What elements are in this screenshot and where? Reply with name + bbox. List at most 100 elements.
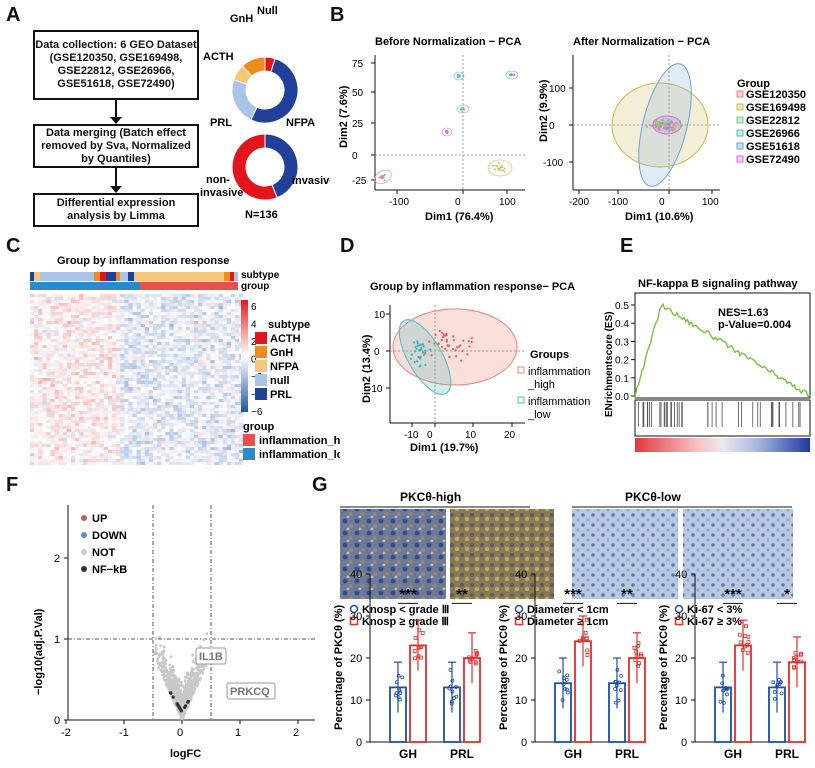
pca-point xyxy=(662,119,665,122)
track-label-subtype: subtype xyxy=(241,270,280,281)
pca-point xyxy=(667,119,670,122)
bar-legend-item: Knosp < grade Ⅲ xyxy=(362,604,449,616)
volcano-point xyxy=(197,664,200,668)
pca-d-point xyxy=(419,343,423,346)
n-label: N=136 xyxy=(245,209,278,221)
colorbar-tick: 6 xyxy=(251,302,257,313)
pca-point xyxy=(496,165,499,167)
pca-d-point xyxy=(416,342,419,345)
pca-point xyxy=(670,121,673,124)
pca-point xyxy=(670,120,673,123)
donut-label-prl: PRL xyxy=(210,117,232,129)
pca-point xyxy=(500,169,502,172)
subtype-track-cell xyxy=(224,272,230,281)
volcano-point xyxy=(190,675,194,678)
volcano-point xyxy=(158,635,162,639)
pca-d-point xyxy=(421,343,424,346)
volcano-point xyxy=(191,673,195,676)
pca-d-point xyxy=(470,340,473,343)
subtype-track-cell xyxy=(100,272,106,281)
pca-point xyxy=(657,122,660,125)
volcano-point xyxy=(167,683,171,686)
gsea-ylabel: ENrichmentscore (ES) xyxy=(604,311,615,417)
pca-point xyxy=(663,122,666,125)
pca-after-xlabel: Dim1 (10.6%) xyxy=(625,211,694,223)
volcano-point xyxy=(176,708,179,712)
volcano-point xyxy=(195,666,198,670)
volcano-point xyxy=(167,680,170,684)
panel-e-gsea: NF-kappa B signaling pathway 0.5 0.4 0.3 0.… xyxy=(604,278,811,452)
volcano-point xyxy=(172,675,176,678)
pca-point xyxy=(671,129,674,132)
pca-d-point xyxy=(413,361,416,364)
volcano-point xyxy=(159,668,163,672)
pca-d-point xyxy=(452,339,455,342)
pca-d-point xyxy=(422,353,426,356)
pca-d-xtick: -10 xyxy=(404,430,419,441)
group-legend-item: inflammation_high xyxy=(259,435,340,447)
gsea-ytick: 0.2 xyxy=(615,356,629,367)
volcano-point xyxy=(162,661,166,665)
pca-point xyxy=(446,129,449,132)
pca-d-legend-high-1: inflammation xyxy=(528,366,590,378)
pca-point xyxy=(655,125,658,128)
volcano-legend-item: UP xyxy=(92,513,107,525)
pca-d-point xyxy=(421,351,425,354)
bar-ytick: 40 xyxy=(350,569,362,581)
volcano-ytick: 1 xyxy=(54,634,60,646)
subtype-legend-item: NFPA xyxy=(270,361,299,373)
volcano-point xyxy=(191,653,195,657)
pca-d-point xyxy=(460,359,463,362)
pca-d-legend-title: Groups xyxy=(530,349,569,361)
volcano-point xyxy=(172,678,175,681)
pca-after-title: After Normalization − PCA xyxy=(573,36,710,48)
subtype-track-cell xyxy=(116,272,120,281)
subtype-legend-item: null xyxy=(270,375,290,387)
pca-point xyxy=(382,176,385,179)
volcano-point xyxy=(181,713,185,717)
pca-d-point xyxy=(424,351,427,355)
volcano-point xyxy=(189,693,193,697)
pca-d-point xyxy=(470,336,473,340)
volcano-xtick: -1 xyxy=(119,727,129,739)
pca-d-point xyxy=(445,332,448,336)
subtype-track-cell xyxy=(40,272,76,281)
pca-d-point xyxy=(457,345,461,348)
volcano-point xyxy=(166,677,170,680)
bar-legend-item: Diameter < 1cm xyxy=(527,604,609,616)
pca-point xyxy=(379,176,382,178)
colorbar-tick: 0 xyxy=(251,355,257,366)
pca-d-legend-low-1: inflammation xyxy=(528,396,590,408)
volcano-point xyxy=(157,654,161,658)
subtype-donut xyxy=(231,56,299,124)
volcano-point xyxy=(170,670,174,674)
bar-ytick: 20 xyxy=(350,653,362,665)
pca-point xyxy=(662,122,665,125)
pca-point xyxy=(378,176,381,179)
pca-after-ylabel: Dim2 (9.9%) xyxy=(538,79,550,142)
subtype-track-cell xyxy=(120,272,128,281)
bar-xtick: GH xyxy=(724,747,742,761)
pca-d-title: Group by inflammation response− PCA xyxy=(370,281,575,293)
pca-point xyxy=(498,162,500,165)
volcano-point xyxy=(168,663,172,667)
pca-point xyxy=(664,126,667,129)
pca-point xyxy=(495,164,497,167)
donut-label-invasive: invasive xyxy=(292,175,330,187)
pca-d-point xyxy=(429,348,432,351)
pca-after-xtick: -100 xyxy=(608,197,628,208)
ihc-image-high-2 xyxy=(450,509,554,599)
pca-point xyxy=(658,125,661,128)
pca-after-xtick: 0 xyxy=(659,197,665,208)
panel-label-e: E xyxy=(620,235,634,257)
ihc-image-high-1 xyxy=(340,509,446,599)
gsea-nes: NES=1.63 xyxy=(718,307,768,319)
subtype-track-cell xyxy=(134,272,140,281)
subtype-track-cell xyxy=(128,272,134,281)
pca-after-xtick: -200 xyxy=(569,197,589,208)
pca-d-ytick: -10 xyxy=(368,384,383,395)
volcano-point xyxy=(162,650,166,654)
pca-point xyxy=(501,166,504,169)
panel-c-heatmap: Group by inflammation response subtype g… xyxy=(30,255,340,465)
